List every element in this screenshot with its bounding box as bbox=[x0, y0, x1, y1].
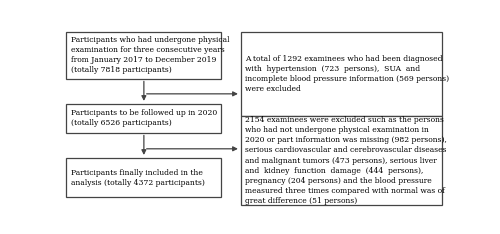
Text: 2154 examinees were excluded such as the persons
who had not undergone physical : 2154 examinees were excluded such as the… bbox=[246, 116, 448, 205]
Text: Participants to be followed up in 2020
(totally 6526 participants): Participants to be followed up in 2020 (… bbox=[71, 109, 218, 127]
FancyBboxPatch shape bbox=[66, 104, 222, 133]
Text: A total of 1292 examinees who had been diagnosed
with  hypertension  (723  perso: A total of 1292 examinees who had been d… bbox=[246, 55, 450, 93]
Text: Participants finally included in the
analysis (totally 4372 participants): Participants finally included in the ana… bbox=[71, 168, 205, 187]
FancyBboxPatch shape bbox=[66, 32, 222, 79]
Text: Participants who had undergone physical
examination for three consecutive years
: Participants who had undergone physical … bbox=[71, 36, 230, 74]
FancyBboxPatch shape bbox=[66, 158, 222, 197]
FancyBboxPatch shape bbox=[241, 32, 442, 116]
FancyBboxPatch shape bbox=[241, 116, 442, 205]
